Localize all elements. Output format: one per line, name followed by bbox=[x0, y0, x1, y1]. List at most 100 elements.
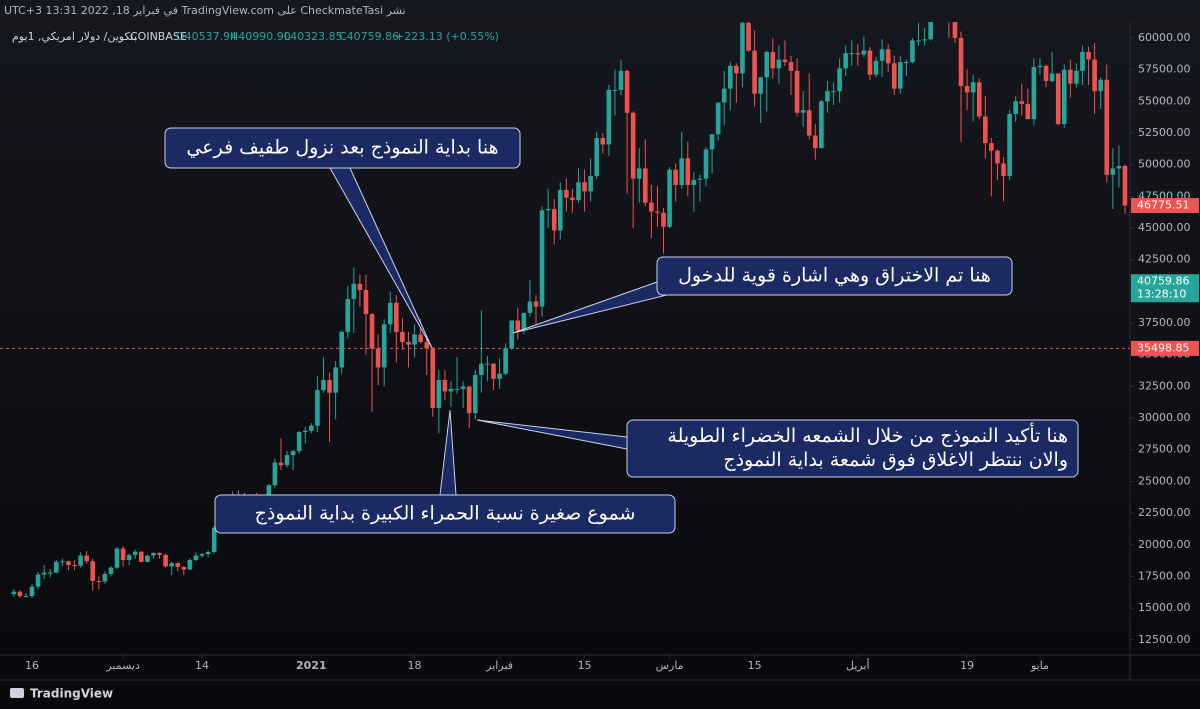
overlay: هنا بداية النموذج بعد نزول طفيف فرعي هنا … bbox=[164, 127, 1079, 534]
candle-body bbox=[867, 50, 873, 75]
candle-body bbox=[321, 380, 326, 391]
exchange: COINBASE bbox=[130, 30, 187, 43]
candle-body bbox=[995, 150, 1000, 164]
candle-body bbox=[952, 22, 958, 38]
candle-body bbox=[387, 302, 393, 325]
candle-body bbox=[120, 548, 126, 560]
ohlc-close: C40759.86 bbox=[339, 30, 399, 43]
candle-body bbox=[922, 39, 927, 41]
candle-body bbox=[673, 169, 678, 185]
x-tick-label: مارس bbox=[656, 659, 684, 672]
candle-body bbox=[199, 554, 205, 556]
candle-body bbox=[709, 134, 715, 150]
candle-body bbox=[278, 462, 284, 466]
candle-body bbox=[794, 70, 800, 113]
candle-body bbox=[697, 178, 703, 180]
candle-body bbox=[813, 135, 818, 149]
candle-body bbox=[485, 363, 490, 365]
candle-body bbox=[721, 88, 727, 103]
candle-body bbox=[873, 60, 879, 75]
candle-body bbox=[66, 561, 71, 566]
candle-body bbox=[339, 331, 344, 368]
candle-body bbox=[545, 209, 551, 211]
candle-body bbox=[898, 62, 903, 89]
candle-body bbox=[327, 380, 332, 393]
candle-body bbox=[806, 110, 812, 136]
candle-body bbox=[54, 561, 59, 573]
change: +223.13 (+0.55%) bbox=[395, 30, 499, 43]
candle-body bbox=[800, 110, 806, 113]
candle-body bbox=[211, 527, 217, 552]
level-label-box bbox=[1131, 340, 1199, 356]
candle-body bbox=[23, 596, 29, 598]
candle-body bbox=[655, 211, 660, 213]
candle-body bbox=[570, 197, 575, 201]
candle-body bbox=[661, 212, 666, 227]
callout-text: والان ننتظر الاغلاق فوق شمعة بداية النمو… bbox=[723, 449, 1068, 471]
y-tick-label: 55000.00 bbox=[1138, 94, 1191, 107]
callout-box bbox=[164, 127, 521, 169]
candle-body bbox=[1122, 165, 1128, 206]
candle-body bbox=[515, 320, 521, 331]
candle-body bbox=[600, 138, 606, 145]
candle-body bbox=[163, 554, 168, 567]
candle-body bbox=[976, 82, 982, 117]
candle-body bbox=[831, 91, 836, 93]
candle-body bbox=[296, 432, 302, 452]
candle-body bbox=[442, 380, 448, 392]
candle-body bbox=[527, 301, 533, 313]
candle-body bbox=[430, 348, 436, 408]
candle-body bbox=[369, 314, 375, 349]
candle-body bbox=[758, 77, 763, 94]
candle-body bbox=[90, 561, 96, 581]
candle-body bbox=[448, 388, 454, 392]
callout-text: هنا بداية النموذج بعد نزول طفيف فرعي bbox=[186, 137, 498, 159]
callout-text: هنا تم الاختراق وهي اشارة قوية للدخول bbox=[678, 265, 991, 287]
candle-body bbox=[351, 283, 357, 299]
x-tick-label: 15 bbox=[578, 659, 592, 672]
level-label: 35498.85 bbox=[1137, 341, 1190, 354]
candle-body bbox=[564, 190, 569, 198]
candle-body bbox=[145, 555, 150, 562]
candle-body bbox=[636, 168, 642, 179]
candle-body bbox=[624, 70, 630, 113]
candle-body bbox=[685, 158, 691, 185]
y-tick-label: 25000.00 bbox=[1138, 474, 1191, 487]
candle-body bbox=[108, 567, 114, 574]
candle-body bbox=[612, 89, 618, 91]
candle-body bbox=[746, 22, 751, 51]
ohlc-high: H40990.90 bbox=[230, 30, 291, 43]
candle-body bbox=[861, 50, 867, 55]
y-tick-label: 32500.00 bbox=[1138, 379, 1191, 392]
x-tick-label: ديسمبر bbox=[105, 659, 140, 672]
candle-body bbox=[84, 555, 89, 562]
callout-box bbox=[626, 419, 1079, 478]
candle-body bbox=[916, 40, 921, 42]
candle-body bbox=[272, 462, 278, 486]
candle-body bbox=[964, 86, 970, 93]
candle-body bbox=[1025, 103, 1031, 120]
candle-body bbox=[96, 580, 102, 582]
x-tick-label: 16 bbox=[25, 659, 39, 672]
candle-body bbox=[60, 561, 65, 563]
candle-body bbox=[35, 574, 41, 587]
y-tick-label: 50000.00 bbox=[1138, 158, 1191, 171]
candle-body bbox=[837, 68, 842, 92]
y-tick-label: 52500.00 bbox=[1138, 126, 1191, 139]
candle-body bbox=[764, 51, 770, 78]
candle-body bbox=[509, 320, 515, 349]
candle-body bbox=[126, 554, 132, 560]
candle-body bbox=[776, 59, 782, 69]
candle-body bbox=[727, 65, 733, 89]
candle-body bbox=[175, 563, 181, 567]
candle-body bbox=[649, 202, 654, 212]
candle-body bbox=[1061, 69, 1067, 125]
y-tick-label: 30000.00 bbox=[1138, 411, 1191, 424]
ohlc-open: O40537.94 bbox=[176, 30, 237, 43]
candle-body bbox=[491, 363, 496, 379]
candle-body bbox=[1092, 59, 1097, 92]
candle-body bbox=[1068, 69, 1073, 84]
candle-body bbox=[825, 91, 830, 102]
candle-body bbox=[588, 176, 593, 192]
candle-body bbox=[1007, 113, 1012, 177]
